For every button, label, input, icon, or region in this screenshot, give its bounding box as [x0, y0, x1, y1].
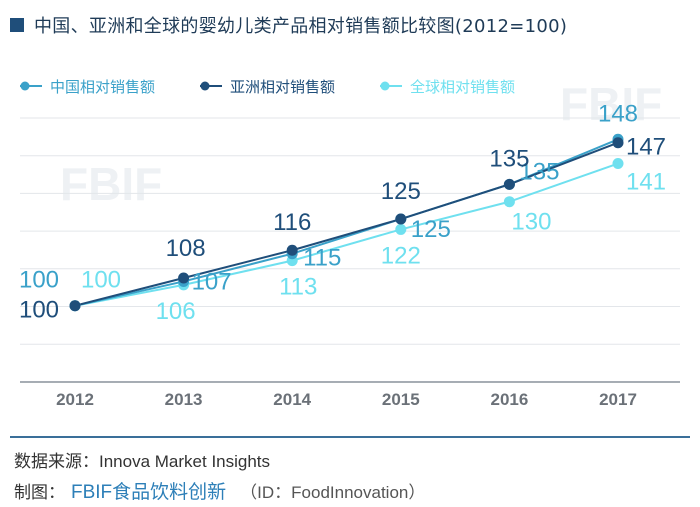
- watermark-text: FBIF: [60, 158, 162, 210]
- data-label: 100: [81, 267, 121, 294]
- x-tick-label: 2016: [490, 390, 528, 409]
- data-label: 106: [156, 298, 196, 325]
- chart-title: 中国、亚洲和全球的婴幼儿类产品相对销售额比较图(2012=100): [34, 16, 568, 37]
- data-label: 116: [273, 209, 311, 236]
- title-marker: [10, 18, 24, 32]
- data-label: 113: [279, 274, 317, 301]
- legend-label: 亚洲相对销售额: [230, 78, 335, 96]
- legend-marker: [380, 81, 390, 91]
- title-bar: 中国、亚洲和全球的婴幼儿类产品相对销售额比较图(2012=100): [10, 12, 567, 38]
- data-label: 125: [411, 216, 451, 243]
- watermark-text: FBIF: [560, 78, 662, 130]
- data-label: 147: [626, 134, 666, 161]
- credit-brand: FBIF食品饮料创新: [71, 482, 227, 503]
- data-label: 115: [303, 245, 341, 272]
- data-source: 数据来源：Innova Market Insights: [14, 452, 271, 471]
- data-point: [395, 213, 407, 225]
- data-point: [503, 196, 515, 208]
- legend-marker: [200, 81, 210, 91]
- data-label: 135: [489, 145, 529, 172]
- credit-prefix: 制图：: [14, 483, 65, 502]
- data-label: 148: [598, 100, 638, 127]
- data-label: 125: [381, 178, 421, 205]
- data-label: 135: [519, 158, 559, 185]
- footer-divider: [10, 436, 690, 438]
- x-tick-label: 2012: [56, 390, 94, 409]
- series-line: [74, 162, 619, 307]
- x-tick-label: 2013: [165, 390, 203, 409]
- data-label: 108: [166, 235, 206, 262]
- series-line: [74, 141, 619, 307]
- legend-marker: [20, 81, 30, 91]
- data-label: 107: [192, 268, 232, 295]
- x-tick-label: 2017: [599, 390, 637, 409]
- data-point: [612, 137, 624, 149]
- data-point: [178, 272, 190, 284]
- legend-label: 全球相对销售额: [410, 78, 515, 96]
- credit-id: （ID：FoodInnovation）: [240, 483, 426, 502]
- data-point: [286, 244, 298, 256]
- x-tick-label: 2014: [273, 390, 311, 409]
- data-point: [612, 158, 624, 170]
- data-label: 141: [626, 169, 666, 196]
- data-label: 100: [19, 297, 59, 324]
- line-chart: FBIF FBIF 2012 2013 2014 2015 2016 2017 中国相对销售额 亚…: [19, 78, 680, 409]
- data-label: 100: [19, 267, 59, 294]
- data-point: [503, 178, 515, 190]
- data-label: 122: [381, 242, 421, 269]
- data-point: [395, 223, 407, 235]
- data-point: [69, 300, 81, 312]
- chart-credit: 制图： FBIF食品饮料创新 （ID：FoodInnovation）: [14, 477, 425, 504]
- x-tick-label: 2015: [382, 390, 420, 409]
- data-label: 130: [511, 209, 551, 236]
- legend-label: 中国相对销售额: [50, 78, 155, 96]
